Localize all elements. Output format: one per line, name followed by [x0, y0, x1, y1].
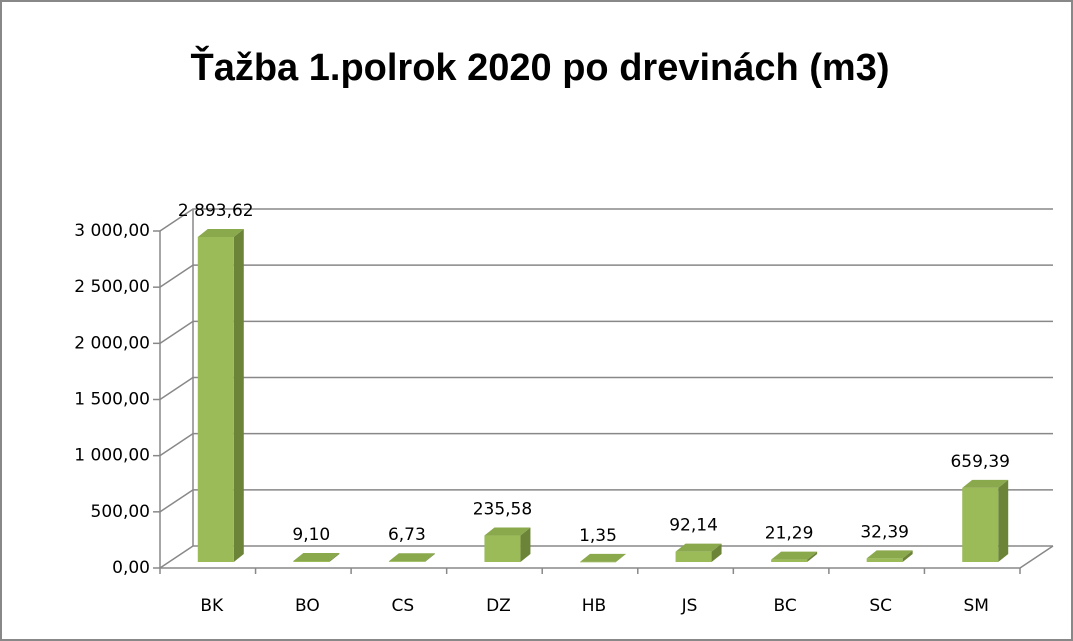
- y-tick-label: 3 000,00: [74, 221, 150, 241]
- bar: [675, 551, 712, 562]
- value-label: 32,39: [860, 522, 909, 542]
- chart-title: Ťažba 1.polrok 2020 po drevinách (m3): [191, 45, 890, 89]
- bar: [580, 561, 616, 563]
- value-label: 21,29: [765, 524, 814, 544]
- bar: [866, 558, 903, 562]
- x-tick-label: BO: [295, 596, 320, 616]
- grid-line: [159, 376, 1053, 401]
- x-tick-label: DZ: [486, 596, 511, 616]
- grid-line: [159, 320, 1053, 344]
- grid-line: [159, 264, 1053, 288]
- x-tick-label: SM: [963, 596, 988, 616]
- y-tick-label: 1 000,00: [74, 446, 150, 466]
- y-tick-label: 1 500,00: [74, 390, 150, 410]
- value-label: 9,10: [292, 525, 330, 545]
- bar-side: [998, 479, 1009, 562]
- bar: [962, 487, 999, 562]
- grid-line: [159, 489, 1053, 513]
- grid-line: [159, 545, 1053, 569]
- y-tick-label: 2 500,00: [74, 277, 150, 297]
- bar: [771, 559, 808, 562]
- x-tick-label: BC: [773, 596, 796, 616]
- bar-top: [580, 553, 626, 562]
- x-tick-label: BK: [200, 596, 224, 616]
- bar-top: [675, 543, 722, 552]
- bar-top: [197, 228, 244, 237]
- bar-top: [293, 552, 340, 561]
- bar-side: [233, 228, 244, 563]
- x-tick-label: HB: [582, 596, 606, 616]
- bar: [388, 561, 425, 562]
- bar: [484, 535, 521, 562]
- value-label: 92,14: [669, 516, 718, 536]
- y-tick-label: 2 000,00: [74, 333, 150, 353]
- value-label: 6,73: [388, 525, 426, 545]
- bar-side: [807, 551, 818, 562]
- bar-side: [902, 550, 913, 562]
- bar: [197, 236, 234, 563]
- value-label: 659,39: [950, 452, 1009, 472]
- value-label: 235,58: [473, 500, 532, 520]
- bar-side: [711, 543, 722, 562]
- bar-top: [866, 550, 913, 559]
- x-tick-label: CS: [392, 596, 415, 616]
- value-label: 1,35: [579, 526, 617, 546]
- bar-top: [388, 553, 435, 562]
- x-tick-label: SC: [869, 596, 892, 616]
- y-tick-label: 0,00: [112, 558, 150, 578]
- bar-side: [424, 553, 435, 562]
- bar: [293, 560, 330, 562]
- x-tick-label: JS: [681, 596, 698, 616]
- bar-side: [520, 527, 531, 562]
- bar-side: [616, 553, 626, 562]
- bar-top: [771, 551, 818, 560]
- y-tick-label: 500,00: [91, 502, 150, 522]
- grid-line: [159, 432, 1053, 457]
- bar-top: [484, 527, 531, 536]
- grid-line: [159, 208, 1053, 232]
- bar-top: [962, 479, 1009, 488]
- value-label: 2 893,62: [178, 201, 254, 221]
- bar-side: [329, 552, 340, 562]
